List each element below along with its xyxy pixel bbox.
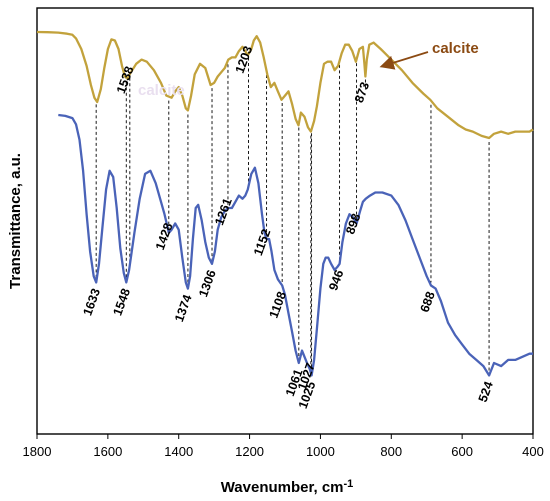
x-tick-label: 800 (380, 444, 402, 459)
x-tick-label: 600 (451, 444, 473, 459)
x-tick-label: 1000 (306, 444, 335, 459)
peak-guide-lines (95, 52, 490, 373)
x-axis-title: Wavenumber, cm-1 (221, 478, 354, 496)
peak-labels: 1633 1548 13741306110810611025946688524153… (80, 44, 496, 410)
series-blue-line (58, 113, 533, 377)
x-tick-label: 1200 (235, 444, 264, 459)
peak-label-524: 524 (476, 380, 496, 404)
plot-frame (36, 7, 534, 435)
x-tick-label: 1400 (164, 444, 193, 459)
series-layer (36, 30, 534, 377)
peak-label-873: 873 (352, 80, 372, 104)
peak-label-1428: 1428 (153, 221, 176, 252)
peak-label-1108: 1108 (267, 290, 289, 320)
x-axis-ticks: 1800 1600 1400 1200 1000 800 600 400 (23, 434, 544, 459)
x-tick-label: 1800 (23, 444, 52, 459)
peak-label-1538: 1538 (114, 64, 137, 95)
y-axis-title: Transmittance, a.u. (7, 153, 24, 289)
peak-label-1306: 1306 (196, 268, 219, 299)
x-tick-label: 400 (522, 444, 544, 459)
calcite-arrow (379, 51, 429, 70)
peak-label-1633: 1633 (80, 287, 103, 318)
peak-label-1203: 1203 (233, 44, 256, 75)
peak-label-898: 898 (343, 212, 363, 236)
x-axis-title-superscript: -1 (344, 478, 354, 490)
calcite-ghost-label: calcite (138, 82, 185, 99)
peak-label-1261: 1261 (212, 196, 235, 227)
peak-label-1548: 1548 (110, 287, 133, 318)
calcite-label: calcite (432, 40, 479, 57)
x-axis-title-main: Wavenumber, cm (221, 479, 344, 496)
peak-label-688: 688 (418, 290, 438, 314)
peak-label-1374: 1374 (172, 293, 195, 324)
peak-label-946: 946 (326, 268, 346, 292)
x-tick-label: 1600 (93, 444, 122, 459)
